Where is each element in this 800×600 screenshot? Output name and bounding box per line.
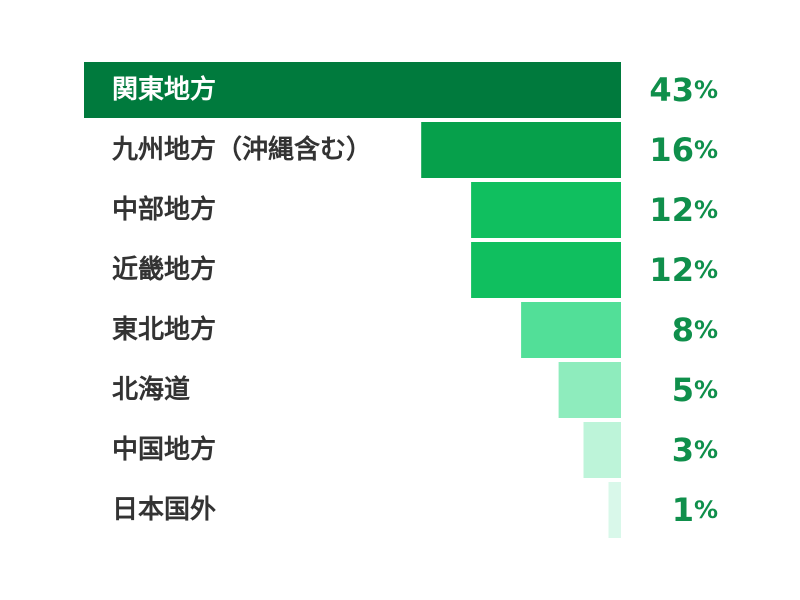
category-label-5: 東北地方 — [112, 314, 216, 345]
category-label-4: 近畿地方 — [112, 254, 216, 285]
category-label-7: 中国地方 — [112, 434, 216, 465]
value-number-7: 3 — [672, 431, 694, 469]
value-label-3: 12% — [649, 191, 718, 229]
bar-2 — [421, 122, 621, 178]
value-label-1: 43% — [649, 71, 718, 109]
value-number-1: 43 — [649, 71, 694, 109]
value-unit-7: % — [694, 436, 718, 464]
bar-4 — [471, 242, 621, 298]
bar-5 — [521, 302, 621, 358]
category-label-1: 関東地方 — [112, 74, 216, 105]
value-label-5: 8% — [672, 311, 718, 349]
value-number-3: 12 — [649, 191, 694, 229]
category-label-6: 北海道 — [112, 374, 190, 405]
bars-group — [84, 62, 621, 538]
value-label-7: 3% — [672, 431, 718, 469]
category-label-2: 九州地方（沖縄含む） — [111, 134, 372, 165]
value-unit-5: % — [694, 316, 718, 344]
value-labels-group: 43%16%12%12%8%5%3%1% — [649, 71, 718, 529]
value-unit-6: % — [694, 376, 718, 404]
value-label-4: 12% — [649, 251, 718, 289]
value-label-6: 5% — [672, 371, 718, 409]
value-number-2: 16 — [649, 131, 694, 169]
value-number-5: 8 — [672, 311, 694, 349]
value-number-4: 12 — [649, 251, 694, 289]
value-label-8: 1% — [672, 491, 718, 529]
value-unit-8: % — [694, 496, 718, 524]
bar-7 — [583, 422, 621, 478]
bar-6 — [558, 362, 621, 418]
value-unit-2: % — [694, 136, 718, 164]
bar-8 — [608, 482, 621, 538]
value-unit-3: % — [694, 196, 718, 224]
value-number-8: 1 — [672, 491, 694, 529]
value-number-6: 5 — [672, 371, 694, 409]
bar-3 — [471, 182, 621, 238]
category-label-3: 中部地方 — [112, 194, 216, 225]
value-label-2: 16% — [649, 131, 718, 169]
value-unit-4: % — [694, 256, 718, 284]
value-unit-1: % — [694, 76, 718, 104]
bar-1 — [84, 62, 621, 118]
category-label-8: 日本国外 — [112, 495, 216, 525]
